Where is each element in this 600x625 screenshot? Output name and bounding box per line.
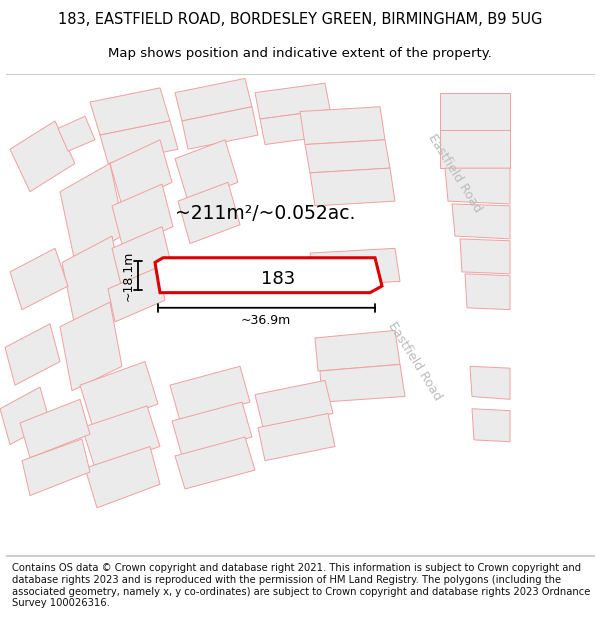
Polygon shape [82, 406, 160, 468]
Polygon shape [452, 204, 510, 239]
Polygon shape [0, 387, 50, 444]
Text: Eastfield Road: Eastfield Road [425, 131, 484, 214]
Polygon shape [445, 168, 510, 204]
Polygon shape [310, 168, 395, 206]
Polygon shape [112, 227, 172, 289]
Text: 183: 183 [261, 269, 295, 288]
Polygon shape [460, 239, 510, 274]
Text: ~211m²/~0.052ac.: ~211m²/~0.052ac. [175, 204, 355, 223]
Polygon shape [62, 236, 125, 327]
Polygon shape [315, 331, 400, 371]
Polygon shape [110, 140, 172, 206]
Text: ~36.9m: ~36.9m [241, 314, 291, 328]
Polygon shape [305, 140, 390, 173]
Polygon shape [58, 116, 95, 151]
Polygon shape [465, 274, 510, 309]
Polygon shape [175, 437, 255, 489]
Polygon shape [170, 366, 250, 421]
Polygon shape [320, 364, 405, 402]
Polygon shape [60, 302, 122, 391]
Polygon shape [10, 248, 68, 309]
Polygon shape [255, 83, 330, 119]
Polygon shape [310, 248, 400, 286]
Polygon shape [182, 107, 258, 149]
Polygon shape [155, 258, 382, 292]
Polygon shape [60, 163, 125, 262]
Polygon shape [90, 88, 170, 135]
Polygon shape [108, 268, 165, 322]
Polygon shape [175, 140, 238, 201]
Polygon shape [440, 92, 510, 131]
Polygon shape [472, 409, 510, 442]
Text: Contains OS data © Crown copyright and database right 2021. This information is : Contains OS data © Crown copyright and d… [12, 563, 590, 608]
Polygon shape [260, 109, 335, 144]
Polygon shape [10, 121, 75, 192]
Polygon shape [20, 399, 90, 458]
Polygon shape [175, 79, 252, 121]
Polygon shape [470, 366, 510, 399]
Polygon shape [255, 381, 333, 428]
Polygon shape [5, 324, 60, 385]
Polygon shape [178, 182, 240, 244]
Text: 183, EASTFIELD ROAD, BORDESLEY GREEN, BIRMINGHAM, B9 5UG: 183, EASTFIELD ROAD, BORDESLEY GREEN, BI… [58, 12, 542, 28]
Polygon shape [300, 107, 385, 144]
Polygon shape [172, 402, 252, 456]
Polygon shape [440, 131, 510, 168]
Polygon shape [85, 446, 160, 508]
Text: ~18.1m: ~18.1m [121, 251, 134, 301]
Polygon shape [112, 184, 173, 248]
Polygon shape [80, 361, 158, 428]
Polygon shape [258, 414, 335, 461]
Polygon shape [22, 439, 90, 496]
Text: Map shows position and indicative extent of the property.: Map shows position and indicative extent… [108, 48, 492, 61]
Text: Eastfield Road: Eastfield Road [386, 320, 445, 403]
Polygon shape [100, 121, 178, 163]
